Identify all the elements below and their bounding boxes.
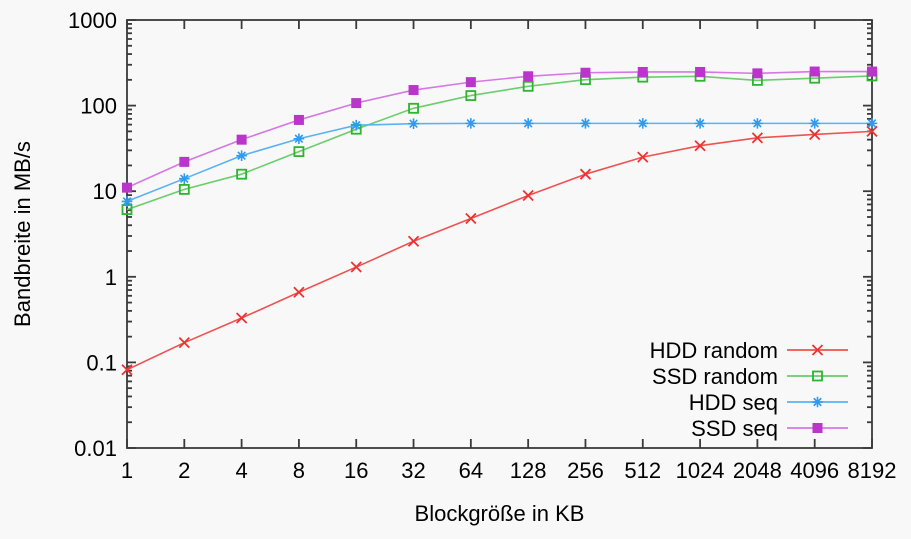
x-tick-label: 16: [344, 458, 368, 483]
x-tick-label: 512: [624, 458, 661, 483]
svg-text:Bandbreite in MB/s: Bandbreite in MB/s: [10, 141, 35, 327]
y-tick-label: 0.1: [86, 350, 117, 375]
x-tick-label: 32: [401, 458, 425, 483]
x-tick-label: 64: [459, 458, 483, 483]
svg-text:Blockgröße in KB: Blockgröße in KB: [415, 501, 585, 526]
tick-labels: 0.01 0.1 1 10 100 1000 1 2 4 8 16 32 64 128 256 512 1024…: [68, 8, 896, 483]
x-tick-label: 8192: [848, 458, 897, 483]
legend-label: SSD random: [652, 364, 778, 389]
axes: [126, 19, 873, 449]
plot-border: [126, 19, 873, 449]
series-ssd-random: [121, 70, 878, 215]
x-tick-label: 1024: [676, 458, 725, 483]
y-tick-label: 100: [80, 94, 117, 119]
y-tick-label: 10: [93, 179, 117, 204]
x-tick-label: 128: [510, 458, 547, 483]
series-hdd-random: [121, 125, 878, 376]
x-tick-label: 1: [121, 458, 133, 483]
x-tick-label: 4096: [790, 458, 839, 483]
legend-item-ssd-random: SSD random: [652, 364, 848, 389]
y-tick-label: 1: [105, 265, 117, 290]
legend-item-hdd-random: HDD random: [650, 338, 848, 363]
y-tick-label: 1000: [68, 8, 117, 33]
series-hdd-seq: [121, 118, 878, 207]
legend-label: HDD random: [650, 338, 778, 363]
y-axis-title: Bandbreite in MB/s: [10, 141, 35, 327]
x-axis-title: Blockgröße in KB: [415, 501, 585, 526]
y-tick-label: 0.01: [74, 436, 117, 461]
x-tick-label: 8: [293, 458, 305, 483]
legend-label: HDD seq: [689, 390, 778, 415]
legend-item-ssd-seq: SSD seq: [691, 416, 848, 441]
x-tick-label: 256: [567, 458, 604, 483]
series-ssd-seq: [122, 66, 877, 193]
legend-item-hdd-seq: HDD seq: [689, 390, 848, 415]
x-tick-label: 2048: [733, 458, 782, 483]
x-tick-label: 2: [178, 458, 190, 483]
legend-label: SSD seq: [691, 416, 778, 441]
x-tick-label: 4: [235, 458, 247, 483]
